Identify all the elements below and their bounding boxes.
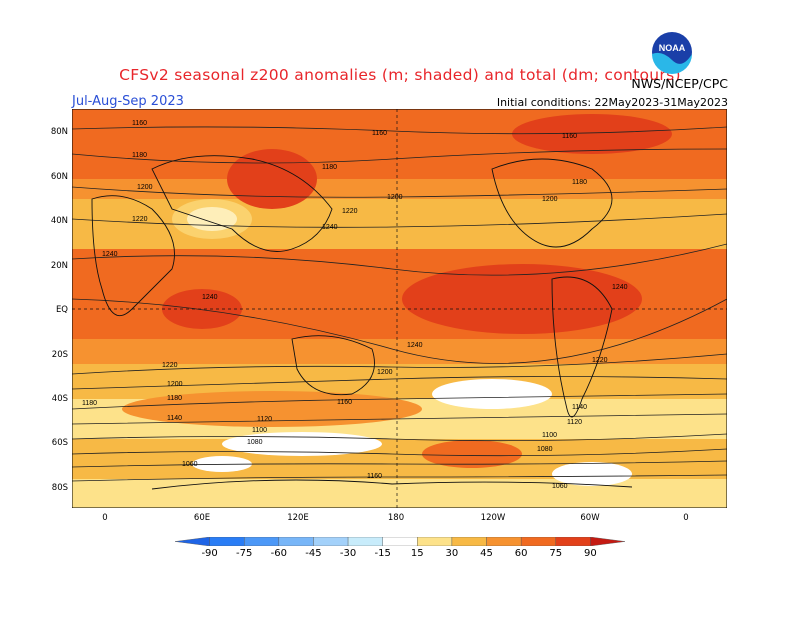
colorbar-label: -60 [270,548,288,559]
contour-label: 1200 [542,196,558,203]
colorbar-segment [175,537,210,546]
initial-conditions-label: Initial conditions: 22May2023-31May2023 [496,96,728,109]
contour-label: 1180 [82,400,97,407]
lat-label-60s: 60S [51,438,68,448]
contour-label: 1220 [592,357,608,364]
colorbar-segment [451,537,487,546]
colorbar-segment [313,537,349,546]
noaa-logo-icon: NOAA [651,31,693,74]
contour-label: 1060 [552,483,568,490]
contour-label: 1220 [342,208,358,215]
contour-label: 1200 [377,369,393,376]
colorbar-label: 15 [410,548,424,559]
colorbar-label: -15 [374,548,391,559]
contour-label: 1220 [162,362,178,369]
lon-label-0-right: 0 [683,513,689,523]
colorbar-segment [278,537,314,546]
contour-label: 1240 [322,224,338,231]
contour-label: 1240 [202,294,218,301]
colorbar-label: 30 [445,548,459,559]
colorbar-segment [520,537,556,546]
lat-label-eq: EQ [55,305,68,315]
colorbar-segment [590,537,625,546]
colorbar-label: 45 [480,548,493,559]
contour-label: 1100 [542,432,557,439]
lon-label-180: 180 [387,513,405,523]
anomaly-map: 1160 1160 1160 1180 1180 1180 1200 1200 1200 1220… [72,109,727,508]
contour-label: 1140 [167,415,182,422]
colorbar-label: 60 [514,548,528,559]
lon-label-0: 0 [102,513,108,523]
contour-label: 1240 [612,284,628,291]
contour-label: 1080 [247,439,263,446]
colorbar-segment [347,537,383,546]
lon-label-60e: 60E [193,513,211,523]
contour-label: 1160 [562,133,577,140]
lat-label-80s: 80S [51,483,68,493]
colorbar-segment [555,537,591,546]
chart-title: CFSv2 seasonal z200 anomalies (m; shaded… [119,66,681,84]
lon-label-120w: 120W [480,513,506,523]
colorbar-segment [209,537,245,546]
agency-label: NWS/NCEP/CPC [631,76,728,91]
contour-label: 1220 [132,216,148,223]
lon-label-60w: 60W [580,513,600,523]
contour-label: 1100 [252,427,267,434]
svg-text:NOAA: NOAA [659,43,686,53]
contour-label: 1200 [167,381,183,388]
contour-label: 1180 [572,179,587,186]
contour-label: 1120 [257,416,272,423]
lat-label-40n: 40N [50,216,68,226]
lon-label-120e: 120E [287,513,309,523]
colorbar-label: -90 [201,548,218,559]
contour-label: 1120 [567,419,582,426]
contour-label: 1180 [132,152,147,159]
lat-label-60n: 60N [50,172,68,182]
contour-label: 1240 [102,251,118,258]
colorbar-segment [417,537,453,546]
lat-label-40s: 40S [51,394,68,404]
colorbar-label: -30 [339,548,357,559]
contour-label: 1060 [182,461,198,468]
colorbar-segment [244,537,280,546]
contour-label: 1200 [137,184,153,191]
colorbar-segment [486,537,522,546]
lat-label-20n: 20N [50,261,68,271]
contour-label: 1160 [337,399,352,406]
contour-label: 1200 [387,194,403,201]
contour-label: 1180 [322,164,337,171]
season-label: Jul-Aug-Sep 2023 [72,94,184,109]
contour-label: 1160 [372,130,387,137]
contour-label: 1160 [132,120,147,127]
colorbar [175,537,625,546]
contour-label: 1180 [167,395,182,402]
lat-label-20s: 20S [51,350,68,360]
contour-label: 1160 [367,473,382,480]
colorbar-label: 90 [584,548,597,559]
colorbar-segment [382,537,418,546]
colorbar-label: -75 [236,548,253,559]
contour-label: 1140 [572,404,587,411]
colorbar-label: -45 [305,548,322,559]
lat-label-80n: 80N [50,127,68,137]
contour-label: 1080 [537,446,553,453]
contour-label: 1240 [407,342,423,349]
colorbar-label: 75 [549,548,563,559]
